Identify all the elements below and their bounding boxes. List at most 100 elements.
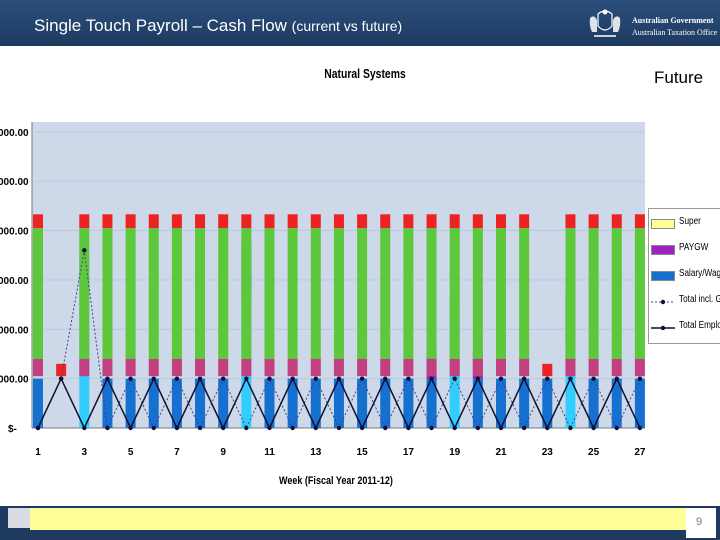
chart-title: Natural Systems <box>324 67 406 81</box>
super-cap-marker <box>241 214 251 228</box>
y-tick-label: 000.00 <box>0 375 29 386</box>
total-incl-gst-line-point <box>128 376 132 380</box>
total-employer-line-point <box>638 426 642 430</box>
legend-label: Total incl. G <box>679 294 720 305</box>
legend-swatch <box>651 323 675 333</box>
cash-flow-chart: $-000.00000.00000.00000.00000.00000.001 3… <box>0 56 652 496</box>
total-employer-line-point <box>221 426 225 430</box>
paygw-bar <box>334 359 344 376</box>
super-bar <box>311 228 321 359</box>
super-bar <box>265 228 275 359</box>
y-tick-label: 000.00 <box>0 177 29 188</box>
total-employer-line-point <box>522 376 526 380</box>
total-employer-line-point <box>360 426 364 430</box>
total-employer-line-point <box>429 376 433 380</box>
super-bar <box>496 228 506 359</box>
super-cap-marker <box>473 214 483 228</box>
super-bar <box>79 228 89 359</box>
total-employer-line-point <box>59 376 63 380</box>
super-bar <box>334 228 344 359</box>
total-employer-line-point <box>36 426 40 430</box>
total-employer-line-point <box>406 426 410 430</box>
paygw-bar <box>126 359 136 376</box>
super-bar <box>612 228 622 359</box>
paygw-bar <box>311 359 321 376</box>
total-incl-gst-line-point <box>499 376 503 380</box>
total-incl-gst-line-point <box>453 376 457 380</box>
legend-swatch <box>651 271 675 281</box>
super-cap-marker <box>56 364 66 376</box>
total-employer-line-point <box>337 376 341 380</box>
paygw-bar <box>635 359 645 376</box>
paygw-bar <box>496 359 506 376</box>
super-cap-marker <box>542 364 552 376</box>
paygw-bar <box>172 359 182 376</box>
legend-label: Total Emplo <box>679 320 720 331</box>
paygw-bar <box>519 359 529 376</box>
super-bar <box>102 228 112 359</box>
super-cap-marker <box>612 214 622 228</box>
total-employer-line-point <box>128 426 132 430</box>
super-bar <box>126 228 136 359</box>
super-cap-marker <box>218 214 228 228</box>
super-cap-marker <box>172 214 182 228</box>
y-tick-label: 000.00 <box>0 227 29 238</box>
x-tick-label: 27 <box>634 447 646 458</box>
x-tick-label: 5 <box>128 447 134 458</box>
total-incl-gst-line-point <box>221 376 225 380</box>
super-bar <box>403 228 413 359</box>
total-incl-gst-line-point <box>175 376 179 380</box>
x-tick-label: 9 <box>220 447 226 458</box>
x-tick-label: 11 <box>264 447 275 458</box>
super-cap-marker <box>102 214 112 228</box>
total-employer-line-point <box>175 426 179 430</box>
total-incl-gst-line-point <box>198 426 202 430</box>
paygw-bar <box>565 359 575 376</box>
paygw-bar <box>380 359 390 376</box>
super-bar <box>357 228 367 359</box>
footer-strip <box>8 508 30 528</box>
super-bar <box>241 228 251 359</box>
super-bar <box>218 228 228 359</box>
slide-title: Single Touch Payroll – Cash Flow (curren… <box>34 16 402 36</box>
paygw-bar <box>357 359 367 376</box>
x-tick-label: 3 <box>82 447 88 458</box>
slide-title-text: Single Touch Payroll – Cash Flow <box>34 16 287 35</box>
super-bar <box>33 228 43 359</box>
super-cap-marker <box>149 214 159 228</box>
super-cap-marker <box>126 214 136 228</box>
total-incl-gst-line-point <box>383 426 387 430</box>
super-bar <box>519 228 529 359</box>
super-cap-marker <box>311 214 321 228</box>
total-incl-gst-line-point <box>615 426 619 430</box>
super-bar <box>195 228 205 359</box>
paygw-bar <box>288 359 298 376</box>
total-employer-line-point <box>105 376 109 380</box>
super-cap-marker <box>288 214 298 228</box>
x-tick-label: 7 <box>174 447 180 458</box>
super-bar <box>288 228 298 359</box>
x-tick-label: 23 <box>542 447 554 458</box>
super-cap-marker <box>334 214 344 228</box>
super-bar <box>565 228 575 359</box>
paygw-bar <box>473 359 483 376</box>
total-employer-line-point <box>314 426 318 430</box>
legend-swatch <box>651 245 675 255</box>
paygw-bar <box>102 359 112 376</box>
legend-swatch <box>651 219 675 229</box>
total-employer-line-point <box>82 426 86 430</box>
legend-label: PAYGW <box>679 242 708 253</box>
total-incl-gst-line-point <box>545 376 549 380</box>
super-bar <box>172 228 182 359</box>
paygw-bar <box>241 359 251 376</box>
super-cap-marker <box>589 214 599 228</box>
super-bar <box>450 228 460 359</box>
page-number: 9 <box>696 516 702 528</box>
paygw-bar <box>589 359 599 376</box>
super-cap-marker <box>357 214 367 228</box>
super-bar <box>635 228 645 359</box>
total-incl-gst-line-point <box>522 426 526 430</box>
total-employer-line-point <box>290 376 294 380</box>
legend-label: Super <box>679 216 701 227</box>
slide-subtitle: (current vs future) <box>292 18 402 34</box>
